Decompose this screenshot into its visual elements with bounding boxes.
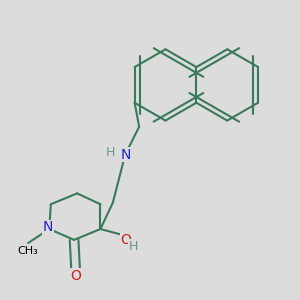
Text: O: O [70,268,81,283]
Text: H: H [106,146,115,159]
Text: N: N [121,148,131,162]
Text: CH₃: CH₃ [17,246,38,256]
Text: O: O [121,233,132,247]
Text: N: N [43,220,53,235]
Text: H: H [128,240,138,253]
